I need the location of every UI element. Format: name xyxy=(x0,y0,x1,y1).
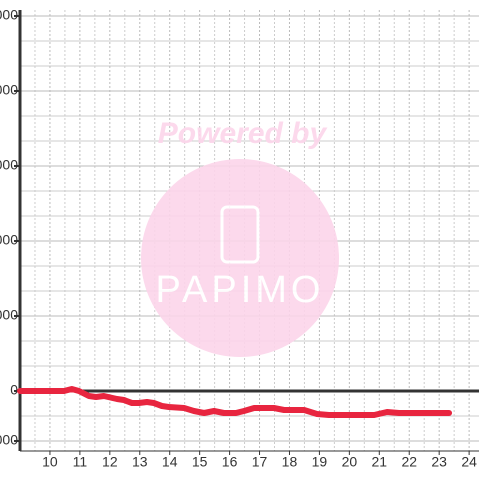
x-tick-label: 24 xyxy=(461,454,477,470)
watermark-text: Powered by xyxy=(158,117,328,150)
x-tick-label: 21 xyxy=(372,454,388,470)
line xyxy=(17,386,453,418)
y-tick-label: 60,000 xyxy=(0,232,18,248)
x-tick-label: 17 xyxy=(252,454,268,470)
x-tick-label: 20 xyxy=(342,454,358,470)
x-tick-label: 14 xyxy=(162,454,178,470)
x-tick-label: 22 xyxy=(401,454,417,470)
watermark: Powered by PAPIMO xyxy=(141,117,339,357)
y-tick-label: 0 xyxy=(10,382,18,398)
y-tick-label: 90,000 xyxy=(0,157,18,173)
watermark-logo: PAPIMO xyxy=(156,269,325,311)
x-tick-label: 15 xyxy=(192,454,208,470)
x-tick-label: 19 xyxy=(312,454,328,470)
x-tick-label: 16 xyxy=(222,454,238,470)
x-tick-label: 12 xyxy=(102,454,118,470)
y-tick-label: -20,000 xyxy=(0,432,18,448)
x-tick-label: 23 xyxy=(431,454,447,470)
y-tick-label: 30,000 xyxy=(0,307,18,323)
y-tick-label: 150,000 xyxy=(0,7,18,23)
x-tick-label: 11 xyxy=(73,454,88,470)
watermark-circle xyxy=(141,159,339,357)
y-tick-label: 120,000 xyxy=(0,82,18,98)
x-tick-label: 13 xyxy=(132,454,148,470)
x-tick-label: 10 xyxy=(42,454,58,470)
x-tick-label: 18 xyxy=(282,454,298,470)
watermark-icon xyxy=(220,205,260,264)
